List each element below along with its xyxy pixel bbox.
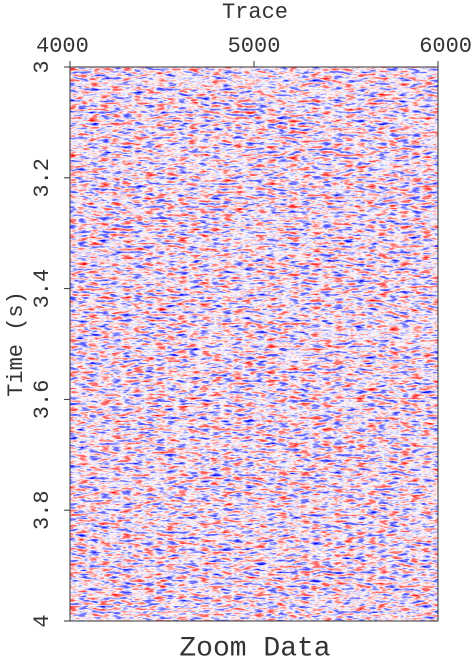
chart-title: Zoom Data — [179, 633, 330, 660]
y-tick-label: 3.8 — [30, 490, 55, 530]
x-tick-label: 5000 — [228, 34, 281, 59]
y-axis-label: Time (s) — [4, 291, 29, 397]
x-tick-label: 6000 — [419, 34, 471, 59]
y-tick-label: 3.6 — [30, 380, 55, 420]
x-tick-label: 4000 — [36, 34, 89, 59]
y-tick-label: 3.4 — [30, 269, 55, 309]
y-tick-label: 3 — [30, 60, 55, 73]
y-tick-label: 3.2 — [30, 158, 55, 198]
x-axis-label: Trace — [222, 0, 288, 25]
y-tick-label: 4 — [30, 614, 55, 627]
seismic-image — [70, 67, 438, 621]
